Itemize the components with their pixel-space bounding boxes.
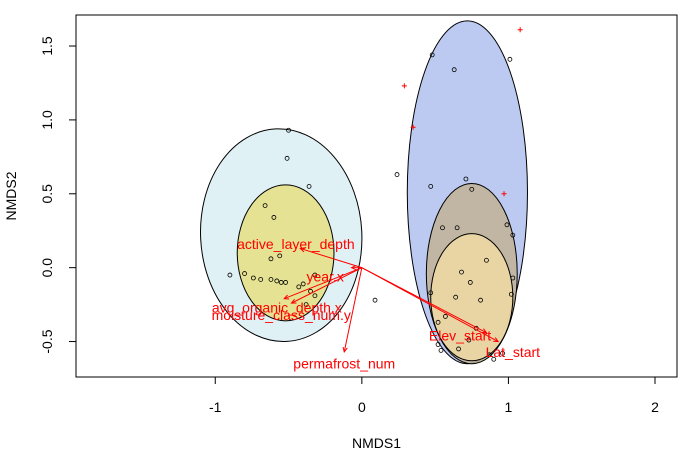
permafrost-num-vector-arrowhead — [342, 346, 348, 354]
site-point — [394, 172, 400, 177]
site-point — [467, 280, 473, 285]
ellipse-group-4-lower — [430, 233, 514, 362]
active-layer-depth-label: active_layer_depth — [237, 236, 355, 252]
site-point — [312, 293, 318, 299]
species-point — [501, 191, 507, 197]
site-point — [440, 225, 445, 231]
site-point — [296, 284, 302, 290]
site-point — [372, 297, 378, 303]
site-point — [271, 215, 277, 220]
site-point — [478, 297, 483, 303]
x-tick-label: 2 — [651, 399, 659, 415]
y-tick-label: -0.5 — [39, 329, 55, 353]
site-point — [438, 348, 444, 353]
year-x-label: year.x — [307, 269, 344, 285]
year-x-vector-arrowhead — [350, 265, 357, 271]
lat-start-label: Lat_start — [486, 344, 541, 360]
elev-start-label: Elev_start — [429, 328, 491, 344]
moisture-class-vector-arrowhead — [290, 298, 297, 304]
species-points — [401, 27, 523, 197]
site-point — [469, 186, 475, 192]
site-point — [300, 281, 306, 287]
site-point — [268, 277, 274, 282]
site-point — [303, 302, 309, 308]
site-point — [456, 346, 461, 352]
permafrost-num-vector — [343, 267, 363, 352]
lat-start-vector-arrowhead — [493, 337, 500, 343]
site-point — [428, 183, 434, 189]
plot-frame — [75, 14, 678, 378]
site-point — [262, 203, 268, 209]
moisture-class-label: moisture_class_num.y — [212, 307, 351, 323]
species-point — [517, 27, 523, 33]
site-point — [510, 275, 516, 281]
species-point — [410, 124, 416, 130]
avg-organic-depth-vector-arrowhead — [283, 294, 290, 300]
site-point — [242, 271, 247, 276]
site-point — [429, 52, 435, 58]
permafrost-num-label: permafrost_num — [293, 356, 395, 372]
site-point — [508, 291, 514, 297]
site-point — [504, 222, 510, 228]
moisture-class-vector — [291, 267, 363, 304]
site-point — [428, 290, 434, 296]
site-point — [453, 294, 459, 300]
active-layer-depth-vector — [300, 247, 362, 269]
x-tick-label: 1 — [505, 399, 513, 415]
avg-organic-depth-vector — [283, 267, 363, 300]
avg-organic-depth-label: avg_organic_depth.x — [212, 300, 342, 316]
x-tick-label: -1 — [209, 399, 222, 415]
site-point — [274, 278, 280, 284]
site-point — [466, 337, 472, 343]
environment-vectors — [283, 247, 500, 354]
site-point — [442, 314, 448, 319]
site-point — [312, 272, 318, 278]
site-point — [459, 269, 464, 275]
y-tick-label: 1.0 — [39, 110, 55, 130]
y-axis-title: NMDS2 — [3, 171, 19, 220]
lat-start-vector — [361, 267, 499, 342]
group-ellipses — [200, 20, 528, 365]
x-axis: -1 0 1 2 — [209, 376, 659, 415]
vector-labels: active_layer_depth year.x avg_organic_dept… — [212, 236, 541, 372]
site-point — [491, 356, 497, 362]
site-point — [286, 127, 291, 133]
site-point — [258, 277, 264, 282]
site-point — [500, 350, 505, 356]
site-point — [284, 155, 290, 161]
site-point — [283, 280, 289, 285]
active-layer-depth-vector-arrowhead — [299, 247, 306, 253]
site-point — [463, 176, 469, 182]
site-point — [510, 232, 516, 238]
y-tick-label: 0.5 — [39, 184, 55, 204]
species-point — [401, 83, 407, 89]
site-point — [507, 56, 513, 62]
site-point — [484, 257, 489, 263]
x-tick-label: 0 — [358, 399, 366, 415]
site-point — [227, 272, 233, 278]
site-point — [435, 319, 441, 325]
site-point — [250, 275, 256, 281]
site-point — [454, 225, 460, 231]
y-tick-label: 1.5 — [39, 36, 55, 56]
site-point — [451, 67, 457, 73]
ellipse-group-2 — [236, 184, 335, 322]
elev-start-vector-arrowhead — [481, 328, 488, 334]
site-point — [486, 352, 492, 358]
site-point — [306, 183, 312, 189]
x-axis-title: NMDS1 — [352, 435, 401, 451]
site-point — [268, 256, 274, 262]
site-point — [435, 342, 441, 347]
y-axis: -0.5 0.0 0.5 1.0 1.5 — [39, 36, 77, 354]
y-tick-label: 0.0 — [39, 258, 55, 278]
site-point — [277, 253, 283, 259]
